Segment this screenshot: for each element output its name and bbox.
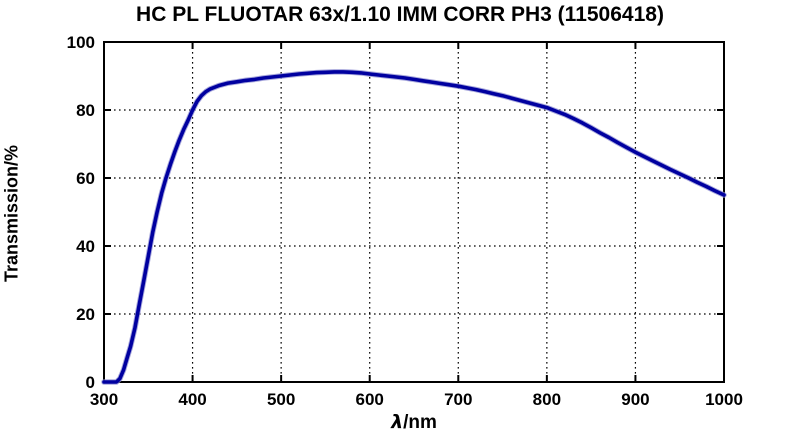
transmission-curve-halo [101, 69, 727, 385]
x-tick-label: 800 [533, 390, 561, 409]
x-tick-label: 900 [621, 390, 649, 409]
x-axis-label: λ/nm [104, 411, 724, 434]
x-tick-label: 600 [356, 390, 384, 409]
chart-title: HC PL FLUOTAR 63x/1.10 IMM CORR PH3 (115… [136, 3, 664, 26]
axes-frame [103, 41, 725, 383]
y-tick-label: 100 [67, 33, 95, 52]
transmission-curve [102, 70, 726, 384]
y-tick-label: 40 [76, 237, 95, 256]
y-tick-label: 20 [76, 305, 95, 324]
x-axis-unit: /nm [403, 412, 437, 433]
y-tick-label: 60 [76, 169, 95, 188]
y-tick-label: 0 [86, 373, 95, 392]
x-tick-label: 300 [90, 390, 118, 409]
x-tick-label: 1000 [705, 390, 743, 409]
lambda-symbol: λ [391, 411, 404, 433]
x-tick-label: 400 [178, 390, 206, 409]
x-tick-label: 700 [444, 390, 472, 409]
x-tick-label: 500 [267, 390, 295, 409]
y-tick-label: 80 [76, 101, 95, 120]
